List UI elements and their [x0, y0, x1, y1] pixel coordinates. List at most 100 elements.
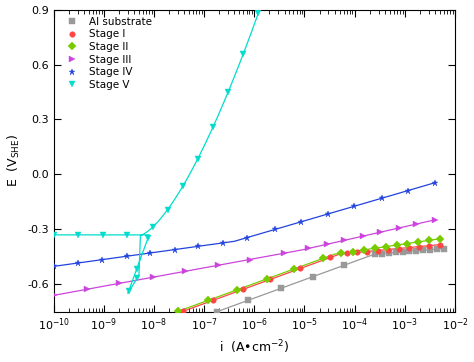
Stage V: [240, 52, 246, 56]
Stage IV: [220, 241, 226, 245]
Stage I: [355, 250, 360, 254]
Stage IV: [195, 244, 201, 249]
Stage V: [165, 207, 171, 212]
Stage I: [344, 251, 350, 256]
Stage V: [150, 225, 155, 230]
Stage III: [378, 230, 383, 234]
Stage III: [281, 251, 287, 256]
Stage III: [216, 263, 221, 268]
Stage II: [264, 277, 270, 281]
Stage I: [416, 244, 422, 249]
Stage V: [134, 267, 140, 271]
Stage V: [255, 11, 261, 16]
Stage IV: [272, 227, 278, 232]
Line: Stage II: Stage II: [175, 236, 443, 314]
Stage I: [406, 245, 412, 250]
Stage V: [180, 184, 186, 189]
Stage I: [427, 243, 432, 248]
Stage II: [350, 249, 356, 254]
Stage I: [210, 298, 216, 303]
Stage I: [385, 247, 391, 252]
Al substrate: [414, 249, 419, 253]
Stage IV: [124, 254, 129, 258]
Y-axis label: E  (V$_\mathrm{SHE}$): E (V$_\mathrm{SHE}$): [6, 134, 22, 187]
Stage II: [437, 237, 443, 241]
Stage III: [306, 246, 311, 251]
Stage III: [414, 222, 419, 226]
Al substrate: [393, 250, 399, 254]
Stage I: [180, 309, 186, 313]
Al substrate: [441, 247, 447, 251]
Stage IV: [432, 181, 438, 185]
Stage IV: [99, 257, 105, 262]
Stage V: [195, 156, 201, 161]
Stage I: [298, 266, 303, 271]
Al substrate: [341, 263, 346, 268]
Stage II: [175, 309, 181, 313]
Stage III: [150, 275, 156, 279]
Stage V: [124, 233, 130, 237]
Stage II: [415, 240, 420, 244]
Stage IV: [51, 264, 56, 269]
Legend: Al substrate, Stage I, Stage II, Stage III, Stage IV, Stage V: Al substrate, Stage I, Stage II, Stage I…: [59, 15, 154, 92]
Al substrate: [214, 310, 219, 314]
Stage III: [396, 226, 402, 230]
Stage III: [324, 242, 330, 247]
Stage II: [205, 298, 210, 303]
Stage I: [328, 255, 333, 260]
Stage II: [404, 241, 410, 246]
Stage III: [432, 218, 438, 222]
Stage III: [84, 287, 90, 291]
Stage III: [51, 293, 56, 298]
Al substrate: [279, 286, 284, 290]
Stage II: [372, 246, 377, 251]
Stage V: [51, 233, 56, 237]
Stage II: [426, 238, 432, 243]
Stage II: [361, 248, 366, 252]
Stage II: [338, 251, 344, 255]
Al substrate: [386, 251, 392, 255]
Al substrate: [400, 250, 405, 254]
Stage I: [240, 287, 246, 292]
Stage IV: [325, 212, 331, 216]
Stage IV: [172, 247, 177, 252]
Line: Stage V: Stage V: [51, 10, 261, 294]
Line: Al substrate: Al substrate: [214, 246, 447, 315]
Stage I: [267, 277, 273, 282]
Al substrate: [310, 275, 315, 279]
Al substrate: [434, 247, 440, 251]
Stage II: [394, 243, 400, 247]
Al substrate: [420, 248, 426, 252]
Stage IV: [298, 220, 303, 224]
Stage II: [320, 256, 326, 260]
Stage IV: [147, 251, 153, 255]
Stage III: [182, 269, 187, 274]
Stage III: [247, 257, 253, 262]
Line: Stage IV: Stage IV: [50, 179, 438, 270]
Stage V: [100, 233, 106, 237]
Al substrate: [379, 251, 385, 256]
Stage I: [437, 243, 443, 247]
Line: Stage III: Stage III: [51, 217, 438, 298]
Stage II: [291, 267, 297, 271]
Stage IV: [351, 204, 357, 209]
Stage II: [235, 287, 240, 292]
Stage I: [396, 247, 401, 251]
Stage V: [75, 233, 81, 237]
Stage IV: [379, 196, 384, 201]
Stage IV: [76, 261, 82, 265]
Line: Stage I: Stage I: [180, 242, 443, 314]
Stage IV: [245, 235, 250, 240]
Al substrate: [427, 248, 433, 252]
Stage I: [375, 248, 381, 253]
Al substrate: [245, 298, 251, 303]
Stage II: [383, 244, 388, 249]
Stage V: [127, 289, 132, 293]
Stage V: [225, 90, 231, 94]
Stage V: [135, 275, 140, 280]
Stage III: [360, 234, 366, 238]
Stage I: [364, 249, 370, 254]
Stage V: [210, 125, 216, 129]
Stage V: [145, 236, 151, 240]
Stage IV: [405, 189, 410, 193]
